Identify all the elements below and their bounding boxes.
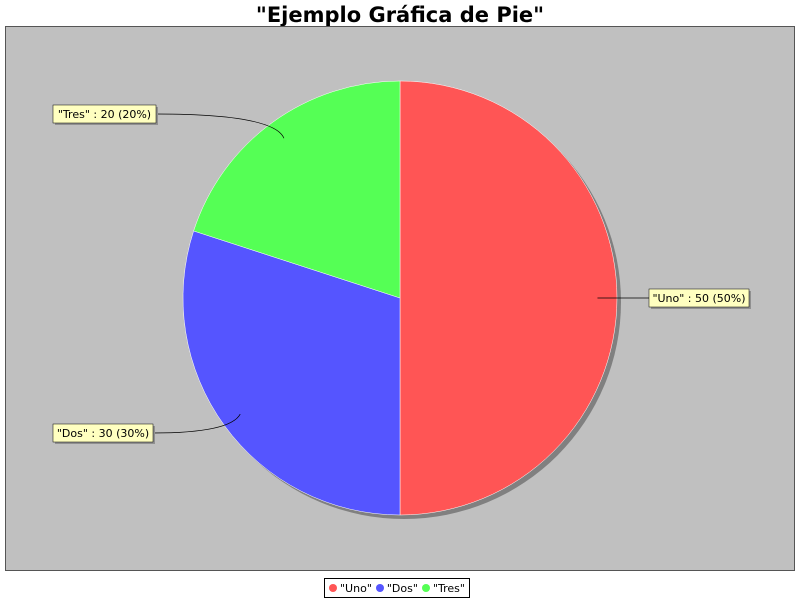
legend-item-dos: "Dos" bbox=[375, 581, 418, 595]
legend-swatch-uno bbox=[329, 584, 337, 592]
label-connector-dos bbox=[152, 413, 241, 434]
legend-label-tres: "Tres" bbox=[432, 581, 465, 595]
legend-label-uno: "Uno" bbox=[340, 581, 372, 595]
slice-label-dos: "Dos" : 30 (30%) bbox=[57, 427, 149, 440]
chart-title: "Ejemplo Gráfica de Pie" bbox=[255, 3, 545, 27]
legend: "Uno" "Dos" "Tres" bbox=[324, 578, 470, 598]
legend-swatch-dos bbox=[375, 584, 384, 592]
slice-label-box-tres bbox=[52, 104, 157, 124]
label-connector-tres bbox=[155, 113, 285, 139]
slice-label-box-uno bbox=[648, 288, 750, 308]
legend-label-dos: "Dos" bbox=[386, 581, 418, 595]
legend-swatch-tres bbox=[421, 584, 430, 592]
legend-item-tres: "Tres" bbox=[421, 581, 465, 595]
slice-label-uno: "Uno" : 50 (50%) bbox=[652, 292, 745, 305]
slice-label-tres: "Tres" : 20 (20%) bbox=[58, 108, 151, 121]
pie-slice-tres bbox=[193, 80, 401, 299]
slice-label-box-dos bbox=[52, 423, 154, 443]
legend-item-uno: "Uno" bbox=[329, 582, 372, 595]
